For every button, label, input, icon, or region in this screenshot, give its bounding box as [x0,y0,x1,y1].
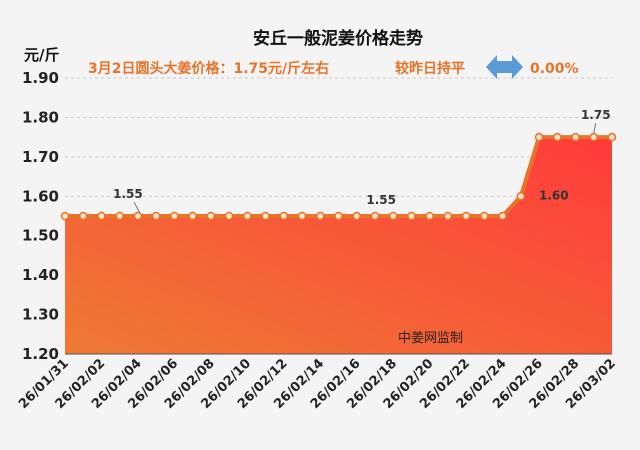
data-point [261,211,270,221]
data-point [498,211,507,221]
chart-change-percent: 0.00% [530,61,579,77]
data-point [170,211,179,221]
data-label: 1.60 [539,188,569,202]
data-point [206,211,216,221]
data-labels: 1.55 1.55 1.60 1.75 [113,108,611,214]
data-point [425,211,434,221]
chart-subtitle-price: 3月2日圆头大姜价格：1.75元/斤左右 [88,60,329,77]
y-tick-label: 1.80 [22,108,59,126]
chart-title: 安丘一般泥姜价格走势 [253,28,423,49]
y-tick-label: 1.70 [22,148,59,166]
data-point [297,211,307,221]
data-point [133,211,143,221]
data-point [443,211,453,221]
y-tick-label: 1.20 [22,345,59,363]
data-point [534,132,544,142]
y-axis-ticks: 1.90 1.80 1.70 1.60 1.50 1.40 1.30 1.20 [22,69,59,363]
data-point [316,211,325,221]
data-point [151,211,161,221]
data-point [407,211,416,221]
y-tick-label: 1.50 [22,227,59,245]
data-label: 1.55 [113,187,143,201]
data-point [571,132,580,142]
data-point [188,211,197,221]
x-axis-ticks: 26/01/3126/02/0226/02/0426/02/0626/02/08… [16,356,619,412]
data-point [516,192,526,201]
data-point [78,211,88,221]
data-point [370,211,380,221]
y-tick-label: 1.30 [22,306,59,324]
data-point [388,211,398,221]
data-point [97,211,106,221]
data-point [243,211,252,221]
data-point [352,211,361,221]
data-point [224,211,234,221]
data-point [334,211,343,221]
data-point [607,132,617,142]
data-point [60,211,70,221]
area-fill [65,137,612,354]
data-label: 1.75 [581,108,611,122]
data-point [461,211,471,221]
chart-subtitle-compare: 较昨日持平 [395,60,465,77]
data-label-leader [593,123,597,134]
data-point [279,211,289,221]
data-point [480,211,489,221]
y-tick-label: 1.90 [22,69,59,87]
data-point [589,132,599,142]
data-point [115,211,124,221]
y-tick-label: 1.40 [22,266,59,284]
area-layer [60,132,617,355]
y-axis-unit-label: 元/斤 [24,46,59,64]
watermark-text: 中姜网监制 [398,331,463,346]
data-label: 1.55 [366,193,396,207]
data-label-leader [133,201,141,214]
left-right-arrow-icon [486,55,523,79]
data-point [553,132,562,142]
y-tick-label: 1.60 [22,187,59,205]
